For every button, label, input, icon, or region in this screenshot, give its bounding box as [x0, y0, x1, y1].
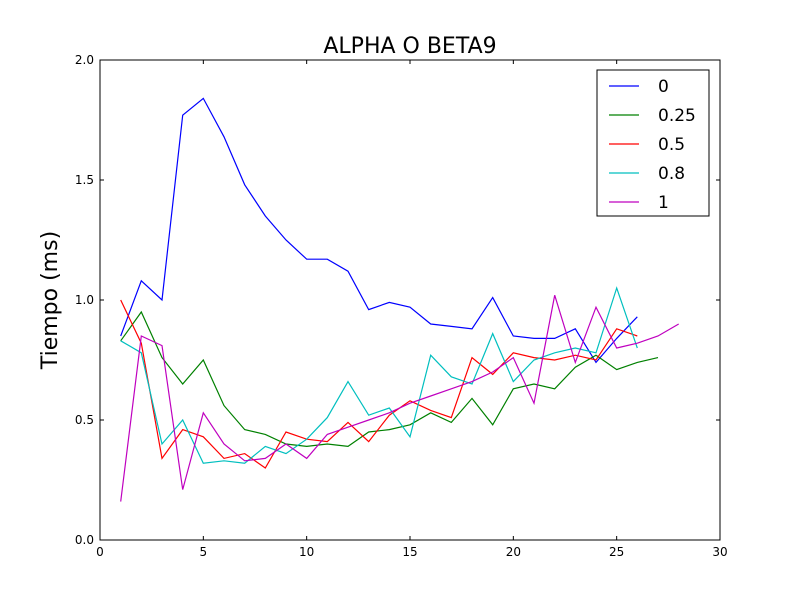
legend-label-2: 0.5 [658, 135, 685, 155]
x-tick-label: 10 [299, 545, 314, 559]
x-tick-label: 20 [506, 545, 521, 559]
y-tick-label: 0.5 [75, 413, 94, 427]
chart-title: ALPHA O BETA9 [323, 34, 496, 59]
x-tick-label: 15 [402, 545, 417, 559]
axes: 0 5 10 15 20 25 300.00.51.01.52.0 [75, 53, 728, 559]
series-line-0 [120, 97, 638, 364]
x-tick-label: 0 [96, 545, 104, 559]
legend-label-4: 1 [658, 193, 669, 213]
y-tick-label: 1.0 [75, 293, 94, 307]
series-line-1 [120, 310, 659, 448]
series-line-3 [120, 286, 638, 464]
x-tick-label: 30 [712, 545, 727, 559]
x-tick-label: 5 [200, 545, 208, 559]
y-tick-label: 1.5 [75, 173, 94, 187]
plot-lines [120, 97, 680, 502]
legend-box [596, 69, 710, 217]
y-tick-label: 0.0 [75, 533, 94, 547]
legend-label-0: 0 [658, 77, 669, 97]
legend: 0 0.25 0.5 0.8 1 [596, 69, 710, 217]
y-tick-label: 2.0 [75, 53, 94, 67]
x-tick-label: 25 [609, 545, 624, 559]
legend-label-1: 0.25 [658, 106, 696, 126]
y-axis-label: Tiempo (ms) [38, 231, 63, 370]
legend-label-3: 0.8 [658, 164, 685, 184]
series-line-4 [120, 295, 680, 502]
series-line-2 [120, 299, 638, 469]
